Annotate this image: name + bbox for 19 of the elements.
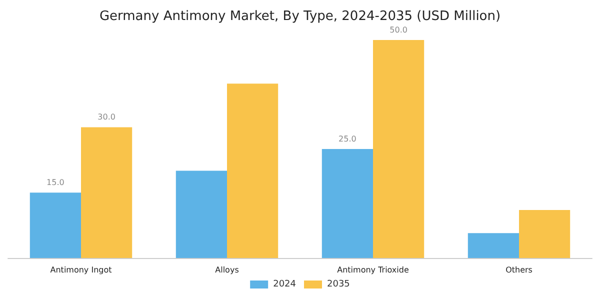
x-tick-label: Antimony Ingot: [50, 266, 112, 274]
bar: [30, 192, 81, 258]
bar: [81, 127, 132, 258]
x-tick-label: Alloys: [215, 266, 239, 274]
legend-label: 2024: [273, 280, 296, 290]
bar: [373, 40, 424, 258]
bar: [468, 233, 519, 258]
data-label: 30.0: [98, 112, 116, 122]
bar: [176, 170, 227, 258]
x-tick-label: Antimony Trioxide: [337, 266, 409, 274]
data-label: 50.0: [390, 26, 408, 34]
data-label: 15.0: [46, 178, 64, 188]
bar: [227, 84, 278, 258]
x-tick-label: Others: [506, 266, 532, 274]
bar: [322, 149, 373, 258]
data-label: 25.0: [338, 134, 356, 144]
chart-title: Germany Antimony Market, By Type, 2024-2035 (USD Million): [99, 9, 501, 24]
bar: [519, 210, 570, 258]
legend-label: 2035: [327, 280, 350, 290]
